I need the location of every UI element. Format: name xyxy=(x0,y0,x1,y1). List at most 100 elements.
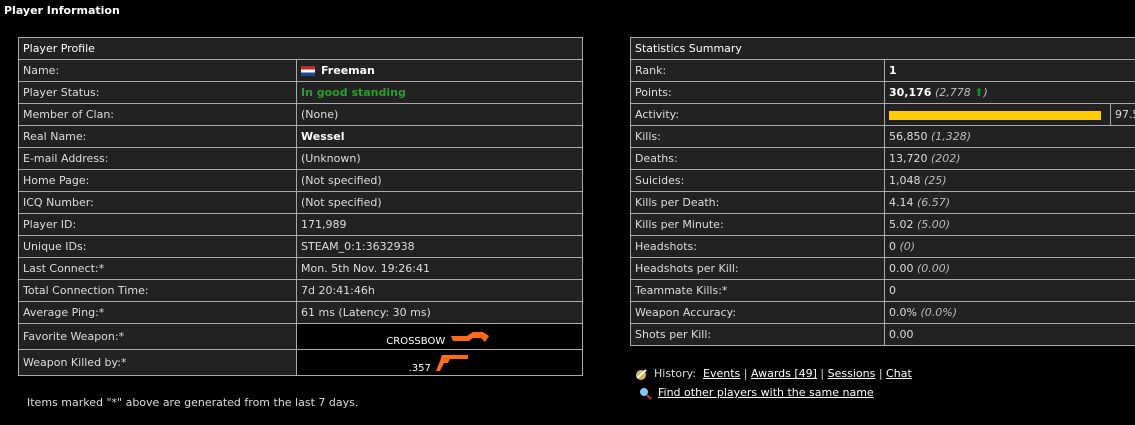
profile-row: Total Connection Time: 7d 20:41:46h xyxy=(18,279,583,302)
stat-recent: (6.57) xyxy=(917,196,951,209)
stat-label: Teammate Kills:* xyxy=(630,279,885,302)
stat-recent: (0.0%) xyxy=(920,306,957,319)
rank-value: 1 xyxy=(884,59,1135,82)
stat-recent: (25) xyxy=(924,174,947,187)
revolver-icon xyxy=(436,355,469,371)
stat-row: Kills: 56,850 (1,328) xyxy=(630,125,1135,148)
stat-value: 4.14 xyxy=(889,196,914,209)
search-icon xyxy=(640,388,652,400)
history-links: History: Events | Awards [49] | Sessions… xyxy=(634,364,912,402)
profile-row: Unique IDs: STEAM_0:1:3632938 xyxy=(18,235,583,258)
find-players-link[interactable]: Find other players with the same name xyxy=(658,386,874,399)
stat-label: Shots per Kill: xyxy=(630,323,885,346)
footnote: Items marked "*" above are generated fro… xyxy=(27,396,359,409)
stat-row: Deaths: 13,720 (202) xyxy=(630,147,1135,170)
activity-bar xyxy=(889,110,1101,120)
netherlands-flag-icon xyxy=(301,66,315,76)
profile-row: Player Status: In good standing xyxy=(18,81,583,104)
weapon-name: .357 xyxy=(408,363,431,374)
awards-link[interactable]: Awards [49] xyxy=(751,367,817,380)
profile-label: ICQ Number: xyxy=(18,191,297,214)
arrow-up-icon: ⬆ xyxy=(974,86,984,99)
stat-label: Kills per Death: xyxy=(630,191,885,214)
stat-row: Kills per Minute: 5.02 (5.00) xyxy=(630,213,1135,236)
profile-value: (Unknown) xyxy=(296,147,583,170)
real-name: Wessel xyxy=(296,125,583,148)
stat-value: 0 xyxy=(889,240,896,253)
stat-label: Points: xyxy=(630,81,885,104)
statistics-summary-table: Statistics Summary Rank: 1 Points: 30,176 … xyxy=(630,37,1135,346)
profile-label: Player Status: xyxy=(18,81,297,104)
profile-label: Member of Clan: xyxy=(18,103,297,126)
activity-value: 97.5% xyxy=(1110,103,1135,126)
stat-label: Rank: xyxy=(630,59,885,82)
profile-label: Last Connect:* xyxy=(18,257,297,280)
events-link[interactable]: Events xyxy=(703,367,741,380)
profile-row: Favorite Weapon:* CROSSBOW xyxy=(18,323,583,350)
points-change: 2,778 xyxy=(939,86,971,99)
profile-row: Player ID: 171,989 xyxy=(18,213,583,236)
stat-recent: (0.00) xyxy=(917,262,951,275)
profile-label: Weapon Killed by:* xyxy=(18,349,297,376)
profile-label: Name: xyxy=(18,59,297,82)
profile-label: Average Ping:* xyxy=(18,301,297,324)
profile-value: 7d 20:41:46h xyxy=(296,279,583,302)
profile-value: 171,989 xyxy=(296,213,583,236)
profile-label: Total Connection Time: xyxy=(18,279,297,302)
profile-header: Player Profile xyxy=(18,37,583,60)
sessions-link[interactable]: Sessions xyxy=(827,367,876,380)
stat-value: 13,720 xyxy=(889,152,928,165)
stat-row: Shots per Kill: 0.00 xyxy=(630,323,1135,346)
profile-value: (Not specified) xyxy=(296,169,583,192)
stat-row: Headshots: 0 (0) xyxy=(630,235,1135,258)
profile-label: Home Page: xyxy=(18,169,297,192)
stat-label: Activity: xyxy=(630,103,885,126)
stat-value: 0.00 xyxy=(889,262,914,275)
profile-label: Player ID: xyxy=(18,213,297,236)
profile-value: (None) xyxy=(296,103,583,126)
history-icon xyxy=(636,369,647,380)
profile-row: Member of Clan: (None) xyxy=(18,103,583,126)
profile-row: ICQ Number: (Not specified) xyxy=(18,191,583,214)
profile-label: Unique IDs: xyxy=(18,235,297,258)
stat-value: 5.02 xyxy=(889,218,914,231)
profile-row: Average Ping:* 61 ms (Latency: 30 ms) xyxy=(18,301,583,324)
stat-label: Kills: xyxy=(630,125,885,148)
chat-link[interactable]: Chat xyxy=(886,367,912,380)
crossbow-icon xyxy=(450,332,489,342)
stat-label: Weapon Accuracy: xyxy=(630,301,885,324)
profile-row: Real Name: Wessel xyxy=(18,125,583,148)
stat-value: 0.0% xyxy=(889,306,917,319)
profile-label: Favorite Weapon:* xyxy=(18,323,297,350)
stat-row: Kills per Death: 4.14 (6.57) xyxy=(630,191,1135,214)
player-profile-table: Player Profile Name: Freeman Player Status… xyxy=(18,37,583,376)
profile-value: STEAM_0:1:3632938 xyxy=(296,235,583,258)
stat-label: Deaths: xyxy=(630,147,885,170)
player-name: Freeman xyxy=(321,64,375,77)
profile-label: Real Name: xyxy=(18,125,297,148)
profile-row: Last Connect:* Mon. 5th Nov. 19:26:41 xyxy=(18,257,583,280)
profile-row: Name: Freeman xyxy=(18,59,583,82)
stat-row: Weapon Accuracy: 0.0% (0.0%) xyxy=(630,301,1135,324)
stat-row: Suicides: 1,048 (25) xyxy=(630,169,1135,192)
player-status: In good standing xyxy=(296,81,583,104)
page-title: Player Information xyxy=(4,4,120,17)
profile-value: 61 ms (Latency: 30 ms) xyxy=(296,301,583,324)
profile-row: Home Page: (Not specified) xyxy=(18,169,583,192)
profile-row: E-mail Address: (Unknown) xyxy=(18,147,583,170)
history-label: History: xyxy=(654,367,697,380)
profile-value: (Not specified) xyxy=(296,191,583,214)
stat-value: 56,850 xyxy=(889,130,928,143)
profile-label: E-mail Address: xyxy=(18,147,297,170)
stat-label: Headshots: xyxy=(630,235,885,258)
stat-value: 0.00 xyxy=(889,328,914,341)
stat-row: Headshots per Kill: 0.00 (0.00) xyxy=(630,257,1135,280)
stat-row: Teammate Kills:* 0 xyxy=(630,279,1135,302)
profile-value: Mon. 5th Nov. 19:26:41 xyxy=(296,257,583,280)
stat-value: 1,048 xyxy=(889,174,921,187)
stat-value: 0 xyxy=(889,284,896,297)
points-value: 30,176 xyxy=(889,86,932,99)
stat-label: Suicides: xyxy=(630,169,885,192)
stat-label: Kills per Minute: xyxy=(630,213,885,236)
profile-row: Weapon Killed by:* .357 xyxy=(18,349,583,376)
